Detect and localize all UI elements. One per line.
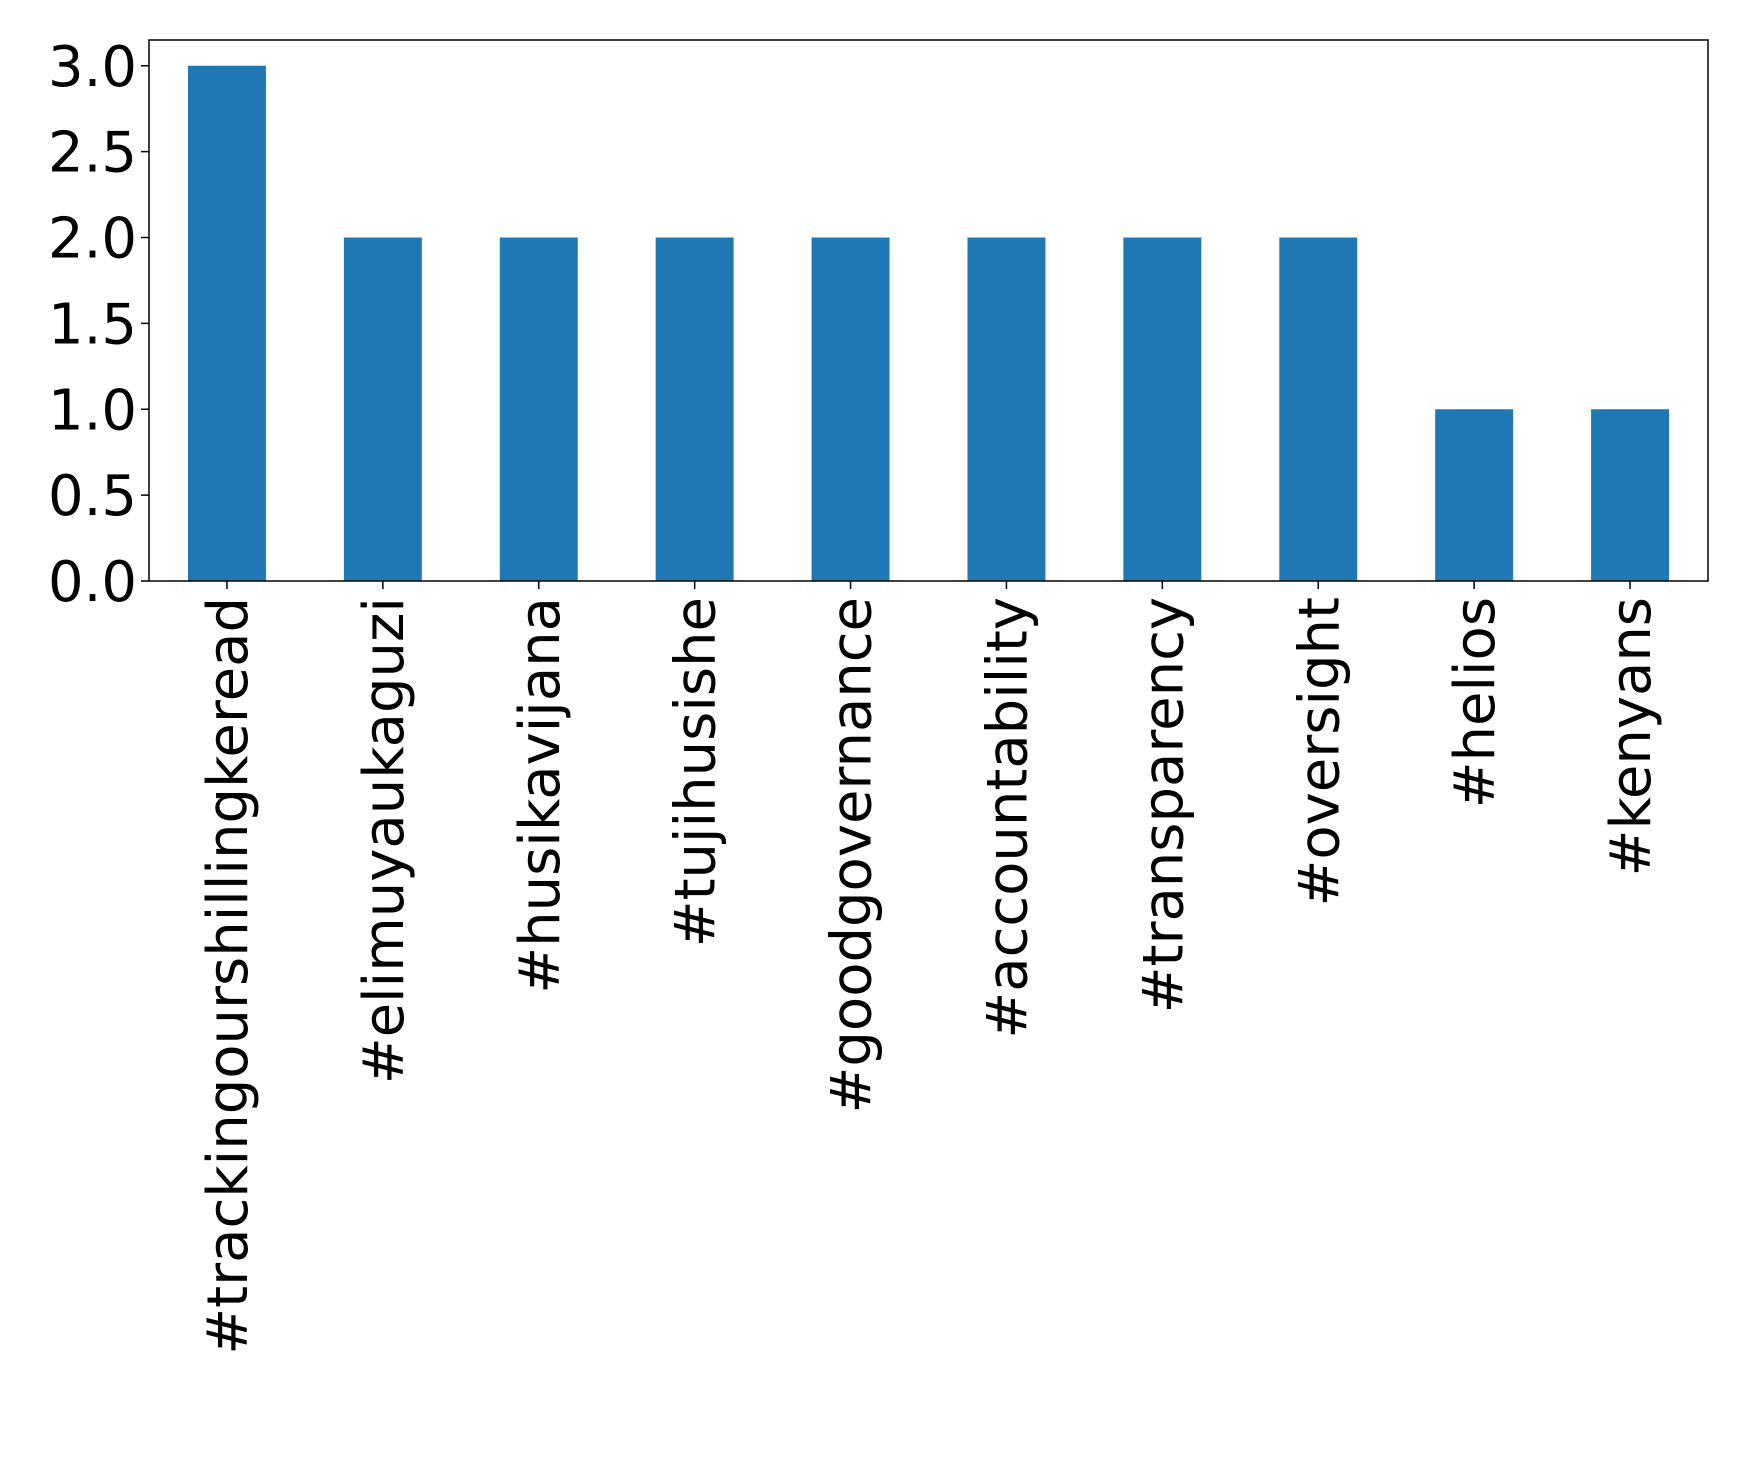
bar: [967, 237, 1046, 581]
y-tick-label: 3.0: [48, 35, 137, 100]
y-tick-label: 1.5: [48, 292, 137, 357]
bar: [343, 237, 422, 581]
x-tick-label: #helios: [1443, 597, 1508, 808]
x-tick-label: #trackingourshillingkeread: [196, 597, 261, 1355]
bar: [1591, 409, 1670, 581]
bar: [499, 237, 578, 581]
x-tick-label: #oversight: [1287, 597, 1352, 907]
bar: [1123, 237, 1202, 581]
x-tick-label: #goodgovernance: [820, 597, 885, 1114]
bar: [1435, 409, 1514, 581]
bar: [811, 237, 890, 581]
y-tick-label: 0.0: [48, 550, 137, 615]
plot-frame: [148, 39, 1709, 582]
y-tick-label: 0.5: [48, 464, 137, 529]
bar: [1279, 237, 1358, 581]
x-tick-label: #accountability: [975, 597, 1040, 1039]
y-tick-label: 1.0: [48, 378, 137, 443]
x-tick-label: #elimuyaukaguzi: [352, 597, 417, 1084]
x-tick-label: #tujihusishe: [664, 597, 729, 947]
x-tick-label: #transparency: [1131, 597, 1196, 1013]
x-tick-label: #kenyans: [1599, 597, 1664, 876]
y-tick-label: 2.0: [48, 207, 137, 272]
x-tick-label: #husikavijana: [508, 597, 573, 994]
bar: [655, 237, 734, 581]
bar: [187, 65, 266, 581]
y-tick-label: 2.5: [48, 121, 137, 186]
